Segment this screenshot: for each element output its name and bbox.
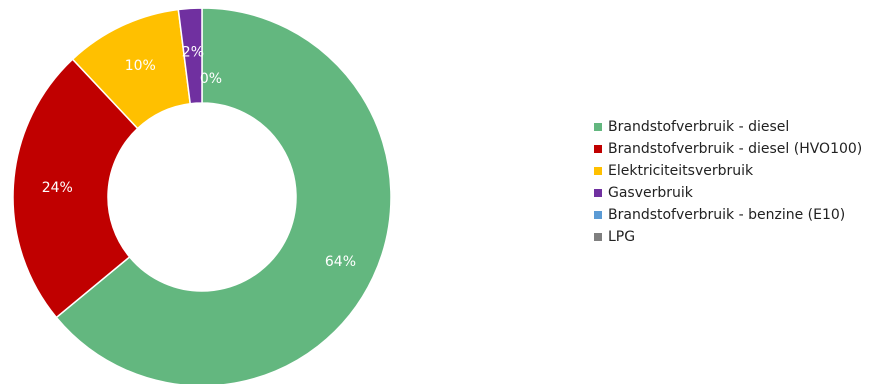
legend-swatch — [594, 167, 602, 175]
legend-item-brandstofverbruik-diesel: Brandstofverbruik - diesel — [594, 116, 862, 138]
slice-label-brandstofverbruik-diesel-hvo100: 24% — [42, 180, 73, 196]
legend-label: Gasverbruik — [608, 185, 693, 201]
donut-svg: 64% 24% 10% 2% 0% — [12, 7, 392, 384]
chart-legend: Brandstofverbruik - diesel Brandstofverbr… — [594, 116, 862, 248]
legend-swatch — [594, 211, 602, 219]
slice-gasverbruik — [177, 7, 203, 105]
legend-label: Brandstofverbruik - benzine (E10) — [608, 207, 846, 223]
slice-label-brandstofverbruik-benzine-e10: 0% — [200, 71, 222, 87]
slice-brandstofverbruik-diesel — [55, 7, 392, 384]
donut-chart: 64% 24% 10% 2% 0% — [12, 7, 392, 384]
legend-label: Elektriciteitsverbruik — [608, 163, 754, 179]
legend-item-brandstofverbruik-diesel-hvo100: Brandstofverbruik - diesel (HVO100) — [594, 138, 862, 160]
legend-swatch — [594, 233, 602, 241]
legend-label: Brandstofverbruik - diesel (HVO100) — [608, 141, 863, 157]
legend-label: Brandstofverbruik - diesel — [608, 119, 790, 135]
legend-item-brandstofverbruik-benzine-e10: Brandstofverbruik - benzine (E10) — [594, 204, 862, 226]
legend-swatch — [594, 145, 602, 153]
legend-label: LPG — [608, 229, 636, 245]
slice-label-brandstofverbruik-diesel: 64% — [325, 254, 356, 270]
slice-brandstofverbruik-diesel-hvo100 — [12, 58, 139, 319]
slice-label-elektriciteitsverbruik: 10% — [125, 58, 156, 74]
slice-label-gasverbruik: 2% — [182, 44, 204, 60]
legend-item-gasverbruik: Gasverbruik — [594, 182, 862, 204]
legend-swatch — [594, 123, 602, 131]
legend-item-elektriciteitsverbruik: Elektriciteitsverbruik — [594, 160, 862, 182]
legend-swatch — [594, 189, 602, 197]
legend-item-lpg: LPG — [594, 226, 862, 248]
